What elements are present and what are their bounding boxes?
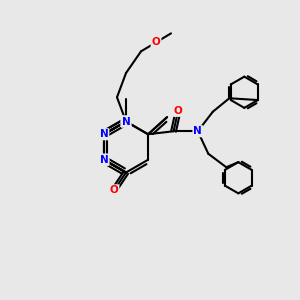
Text: N: N <box>100 155 108 165</box>
Text: N: N <box>122 116 130 127</box>
Text: N: N <box>100 129 108 139</box>
Text: O: O <box>174 106 182 116</box>
Text: O: O <box>110 185 118 195</box>
Text: N: N <box>100 155 108 165</box>
Text: O: O <box>152 38 160 47</box>
Text: N: N <box>194 126 202 136</box>
Text: N: N <box>122 116 130 127</box>
